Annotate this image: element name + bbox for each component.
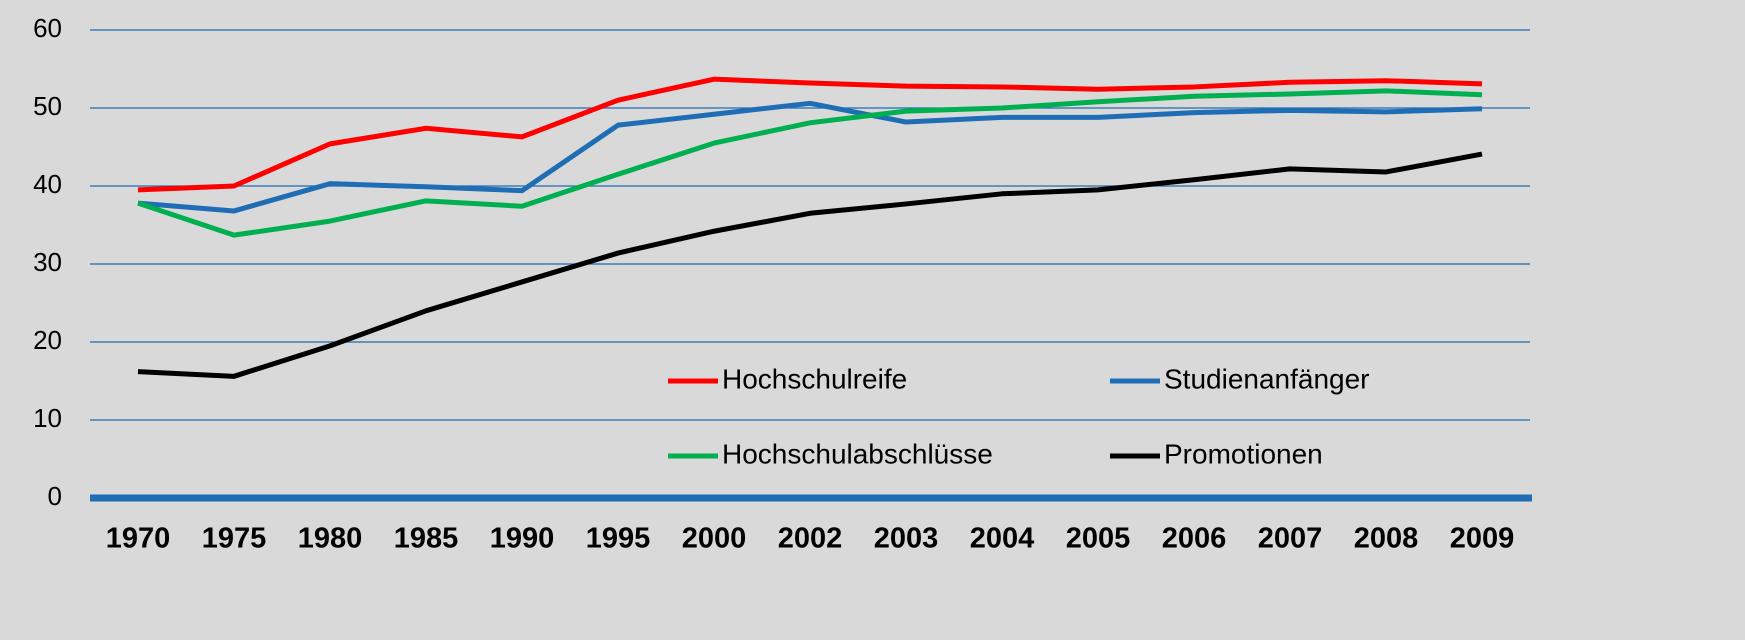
y-tick-label: 20 bbox=[33, 325, 62, 355]
x-tick-label: 2009 bbox=[1450, 523, 1515, 555]
x-tick-label: 2002 bbox=[778, 523, 843, 555]
x-tick-label: 1975 bbox=[202, 523, 267, 555]
x-tick-label: 2006 bbox=[1162, 523, 1227, 555]
x-tick-label: 1970 bbox=[106, 523, 171, 555]
legend-label: Studienanfänger bbox=[1164, 363, 1370, 394]
legend-label: Promotionen bbox=[1164, 438, 1323, 469]
x-tick-label: 1985 bbox=[394, 523, 459, 555]
y-tick-label: 10 bbox=[33, 403, 62, 433]
y-tick-label: 0 bbox=[48, 481, 62, 511]
legend-label: Hochschulabschlüsse bbox=[722, 438, 993, 469]
x-tick-label: 1995 bbox=[586, 523, 651, 555]
y-tick-label: 30 bbox=[33, 247, 62, 277]
y-tick-label: 40 bbox=[33, 169, 62, 199]
x-tick-label: 1980 bbox=[298, 523, 363, 555]
series-line bbox=[137, 76, 1483, 193]
y-tick-label: 50 bbox=[33, 91, 62, 121]
x-tick-label: 2007 bbox=[1258, 523, 1323, 555]
x-tick-label: 1990 bbox=[490, 523, 555, 555]
series-line bbox=[137, 88, 1483, 238]
x-tick-label: 2008 bbox=[1354, 523, 1419, 555]
x-tick-label: 2005 bbox=[1066, 523, 1131, 555]
legend-label: Hochschulreife bbox=[722, 363, 907, 394]
series-line bbox=[137, 151, 1483, 379]
series-line bbox=[137, 100, 1483, 214]
x-tick-label: 2003 bbox=[874, 523, 939, 555]
x-tick-label: 2000 bbox=[682, 523, 747, 555]
y-tick-label: 60 bbox=[33, 13, 62, 43]
x-tick-label: 2004 bbox=[970, 523, 1035, 555]
